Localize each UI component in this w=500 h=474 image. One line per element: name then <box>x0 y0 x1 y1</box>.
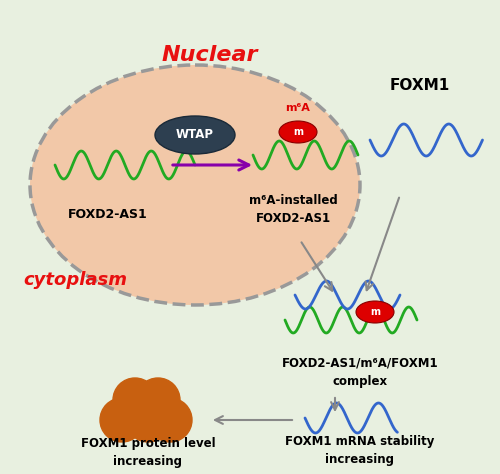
Text: m⁶A-installed
FOXD2-AS1: m⁶A-installed FOXD2-AS1 <box>248 194 338 226</box>
Ellipse shape <box>279 121 317 143</box>
Ellipse shape <box>30 65 360 305</box>
Ellipse shape <box>356 301 394 323</box>
Text: m: m <box>370 307 380 317</box>
Circle shape <box>126 398 170 442</box>
Text: Nuclear: Nuclear <box>162 45 258 65</box>
Ellipse shape <box>155 116 235 154</box>
Circle shape <box>113 378 157 422</box>
Circle shape <box>100 398 144 442</box>
Text: cytoplasm: cytoplasm <box>23 271 127 289</box>
Text: WTAP: WTAP <box>176 128 214 142</box>
Text: m⁶A: m⁶A <box>286 103 310 113</box>
Text: m: m <box>293 127 303 137</box>
Text: FOXM1 mRNA stability
increasing: FOXM1 mRNA stability increasing <box>286 435 434 465</box>
Circle shape <box>136 378 180 422</box>
Text: FOXM1 protein level
increasing: FOXM1 protein level increasing <box>80 437 216 467</box>
Text: FOXM1: FOXM1 <box>390 78 450 92</box>
Text: FOXD2-AS1/m⁶A/FOXM1
complex: FOXD2-AS1/m⁶A/FOXM1 complex <box>282 356 438 388</box>
Text: FOXD2-AS1: FOXD2-AS1 <box>68 209 148 221</box>
Circle shape <box>148 398 192 442</box>
